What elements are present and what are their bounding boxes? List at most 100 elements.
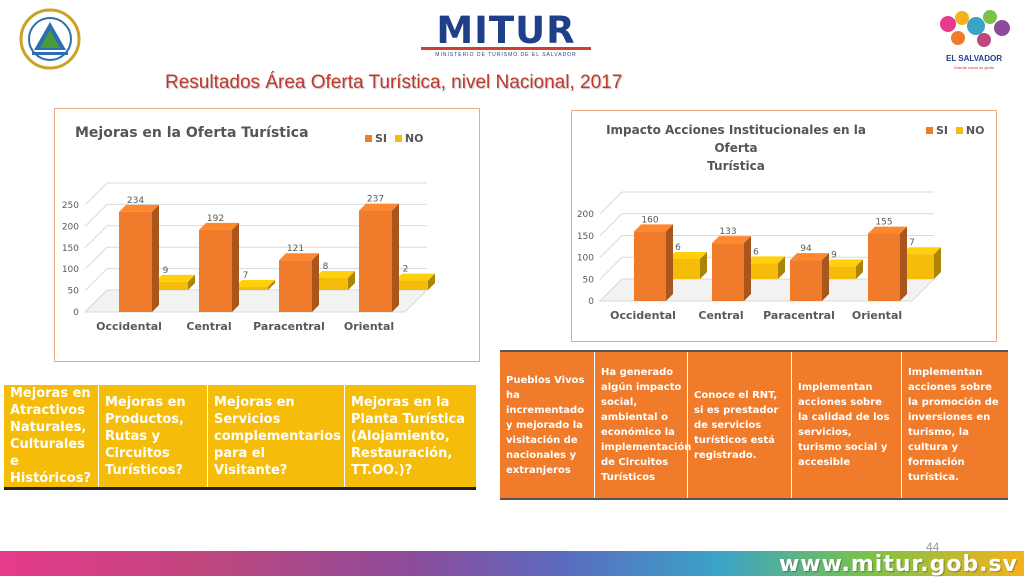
bar-side (778, 256, 785, 279)
data-label-no: 2 (403, 265, 409, 275)
bar-si (279, 260, 312, 312)
gridline-depth (84, 204, 108, 227)
bar-si (790, 260, 822, 301)
legend-no-swatch (955, 127, 963, 134)
chart-2-title-line1: Impacto Acciones Institucionales en la O… (606, 123, 866, 155)
bar-top (790, 253, 829, 261)
question-cell-circuitos: Ha generado algún impacto social, ambien… (595, 352, 691, 498)
x-tick-label: Central (698, 309, 743, 322)
bar-top (395, 273, 435, 281)
page-title: Resultados Área Oferta Turística, nivel … (165, 72, 623, 93)
y-tick-label: 150 (62, 244, 79, 254)
data-label-si: 160 (641, 215, 658, 225)
data-label-si: 234 (127, 196, 144, 206)
y-tick-label: 50 (68, 287, 80, 297)
bar-no (395, 280, 428, 290)
bar-side (392, 203, 399, 312)
bar-top (279, 253, 319, 261)
question-cell-calidad: Implementan acciones sobre la calidad de… (792, 352, 902, 498)
brand-name: EL SALVADOR (945, 54, 1002, 63)
y-tick-label: 50 (583, 275, 595, 285)
bar-side (744, 236, 751, 301)
y-tick-label: 100 (62, 265, 79, 275)
data-label-si: 133 (719, 227, 736, 237)
bar-top (746, 256, 785, 264)
bar-no (824, 266, 856, 279)
chart-2-title: Impacto Acciones Institucionales en la O… (586, 121, 886, 175)
page-number: 44 (926, 540, 940, 554)
footer-color-stripe (0, 551, 1024, 576)
republic-seal-logo (8, 8, 92, 70)
bar-si (199, 229, 232, 312)
bar-top (634, 224, 673, 232)
legend-no-label: NO (404, 132, 424, 145)
y-tick-label: 0 (588, 297, 594, 307)
mitur-logo: MITUR MINISTERIO DE TURISMO DE EL SALVAD… (418, 12, 594, 60)
x-tick-label: Oriental (852, 309, 902, 322)
bar-top (155, 274, 195, 282)
data-label-si: 121 (287, 244, 304, 254)
el-salvador-brand-logo: EL SALVADOR Grande como su gente (928, 4, 1020, 76)
bar-side (188, 274, 195, 290)
x-tick-label: Paracentral (763, 309, 835, 322)
data-label-no: 7 (243, 271, 249, 281)
question-cell-rnt: Conoce el RNT, si es prestador de servic… (688, 352, 792, 498)
x-tick-label: Central (186, 320, 231, 333)
chart-2-plot: 0 50 100 150 200 Occidental Central Paracentral… (577, 191, 941, 322)
bar-top (119, 204, 159, 212)
bar-side (934, 247, 941, 279)
data-label-si: 94 (800, 244, 812, 254)
bar-top (868, 226, 907, 234)
bar-side (428, 273, 435, 290)
bar-no (235, 287, 268, 290)
mitur-subtitle: MINISTERIO DE TURISMO DE EL SALVADOR (435, 52, 577, 58)
legend-si-swatch (926, 127, 933, 134)
bar-side (700, 251, 707, 279)
data-label-no: 7 (909, 238, 915, 248)
bar-side (312, 253, 319, 312)
gridline-depth (599, 213, 623, 237)
data-label-si: 192 (207, 214, 224, 224)
bar-top (902, 247, 941, 255)
bar-top (315, 271, 355, 279)
question-cell-atractivos: Mejoras en Atractivos Naturales, Cultura… (4, 385, 99, 487)
question-cell-promocion: Implementan acciones sobre la promoción … (908, 367, 999, 483)
questions-table-yellow: Mejoras en Atractivos Naturales, Cultura… (4, 385, 476, 490)
legend-si-label: SI (936, 124, 949, 137)
legend-si-swatch (365, 135, 372, 142)
data-label-no: 9 (831, 250, 837, 260)
bar-side (666, 224, 673, 301)
gridline-depth (599, 256, 623, 280)
data-label-si: 155 (875, 218, 892, 228)
bar-top (668, 251, 707, 259)
data-label-no: 9 (163, 266, 169, 276)
legend-no-label: NO (965, 124, 985, 137)
bar-no (155, 281, 188, 290)
x-tick-label: Paracentral (253, 320, 325, 333)
x-tick-label: Occidental (96, 320, 162, 333)
data-label-no: 6 (675, 243, 681, 253)
bar-top (359, 203, 399, 211)
legend-no-swatch (394, 135, 402, 142)
bar-si (712, 243, 744, 301)
x-tick-label: Occidental (610, 309, 676, 322)
y-tick-label: 100 (577, 254, 594, 264)
bar-side (152, 204, 159, 312)
bar-side (232, 222, 239, 312)
y-tick-label: 200 (577, 210, 594, 220)
chart-1-plot: 0 50 100 150 200 250 Occidental Central Paracent… (62, 182, 435, 333)
bar-top (824, 259, 863, 267)
bar-top (199, 222, 239, 230)
bar-no (315, 278, 348, 290)
question-cell-planta: Mejoras en la Planta Turística (Alojamie… (351, 394, 465, 478)
mitur-underline (421, 47, 591, 50)
gridline-depth (84, 225, 108, 249)
gridline-depth (84, 246, 108, 270)
gridline-depth (599, 235, 623, 258)
question-cell-pueblos-vivos: Pueblos Vivos ha incrementado y mejorado… (500, 352, 595, 498)
y-tick-label: 200 (62, 222, 79, 232)
mitur-wordmark: MITUR (436, 9, 576, 52)
bar-side (900, 226, 907, 301)
bar-no (746, 263, 778, 279)
bar-side (348, 271, 355, 290)
